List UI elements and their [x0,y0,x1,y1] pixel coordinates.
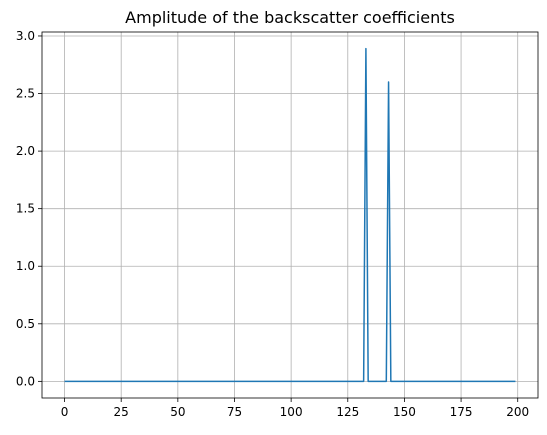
y-tick-label: 0.0 [16,374,35,388]
y-tick-label: 2.0 [16,144,35,158]
x-tick-label: 75 [227,405,242,419]
y-tick-label: 2.5 [16,87,35,101]
x-tick-label: 100 [280,405,303,419]
grid-lines [42,32,538,398]
x-axis-ticks: 0 25 50 75 100 125 150 175 200 [61,398,529,419]
x-tick-label: 200 [506,405,529,419]
axes-frame [41,31,539,399]
y-axis-ticks: 0.0 0.5 1.0 1.5 2.0 2.5 3.0 [16,29,42,388]
x-tick-label: 0 [61,405,69,419]
x-tick-label: 50 [170,405,185,419]
x-tick-label: 25 [114,405,129,419]
y-tick-label: 3.0 [16,29,35,43]
y-tick-label: 0.5 [16,317,35,331]
x-tick-label: 150 [393,405,416,419]
y-tick-label: 1.0 [16,259,35,273]
y-tick-label: 1.5 [16,202,35,216]
x-tick-label: 175 [450,405,473,419]
series-layer [64,47,516,383]
chart-title: Amplitude of the backscatter coefficient… [125,8,455,27]
series-line [64,47,516,383]
x-tick-label: 125 [336,405,359,419]
